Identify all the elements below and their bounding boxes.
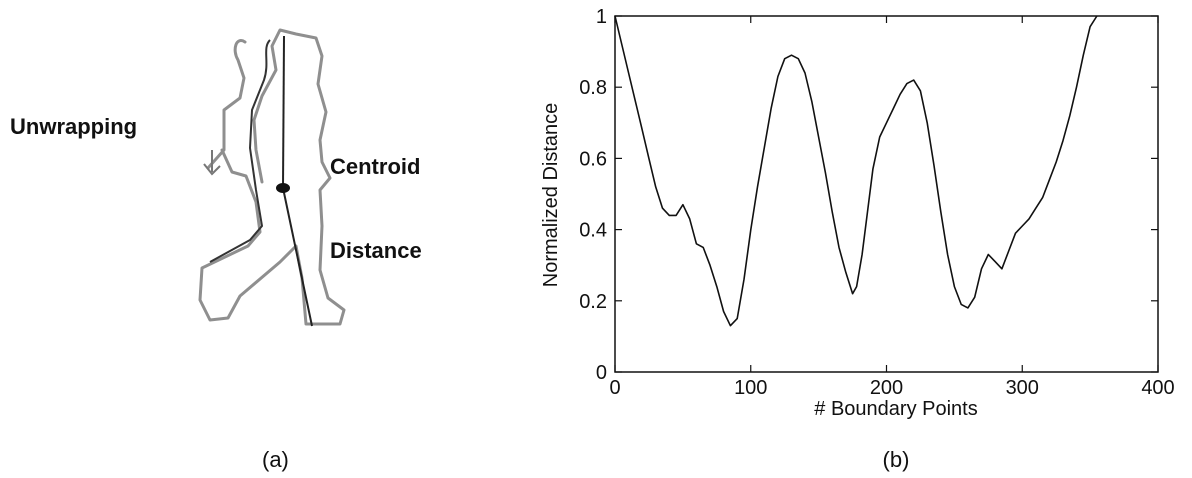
unwrapping-arrow-icon <box>203 150 221 176</box>
x-tick-label: 200 <box>870 377 903 399</box>
series-layer <box>614 15 1098 327</box>
distance-chart: 0 100 200 300 400 0 0.2 0.4 0.6 0.8 1 # Boundary P… <box>540 6 1175 472</box>
plot-frame <box>614 15 1159 373</box>
y-tick-label: 0.8 <box>579 77 607 99</box>
x-axis-label: # Boundary Points <box>814 398 977 420</box>
silhouette-diagram: Unwrapping Centroid Distance (a) <box>10 28 422 472</box>
distance-line <box>282 187 313 327</box>
x-tick-label: 100 <box>734 377 767 399</box>
caption-b: (b) <box>883 447 910 472</box>
y-tick-label: 0.6 <box>579 148 607 170</box>
axis-ticks: 0 100 200 300 400 0 0.2 0.4 0.6 0.8 1 <box>579 6 1175 399</box>
x-tick-label: 0 <box>609 377 620 399</box>
x-tick-label: 300 <box>1006 377 1039 399</box>
y-axis-label: Normalized Distance <box>540 103 562 288</box>
y-tick-label: 0.4 <box>579 220 607 242</box>
y-tick-label: 1 <box>596 6 607 28</box>
centroid-top-line <box>282 35 285 189</box>
y-tick-label: 0.2 <box>579 291 607 313</box>
caption-a: (a) <box>262 447 289 472</box>
series-line <box>614 15 1098 327</box>
y-tick-label: 0 <box>596 362 607 384</box>
label-centroid: Centroid <box>330 154 420 179</box>
centroid-dot <box>276 183 290 193</box>
silhouette-outline <box>198 28 346 326</box>
label-distance: Distance <box>330 238 422 263</box>
silhouette-inner-outline <box>209 39 271 263</box>
label-unwrapping: Unwrapping <box>10 114 137 139</box>
x-tick-label: 400 <box>1141 377 1174 399</box>
plot-border <box>614 15 1159 373</box>
